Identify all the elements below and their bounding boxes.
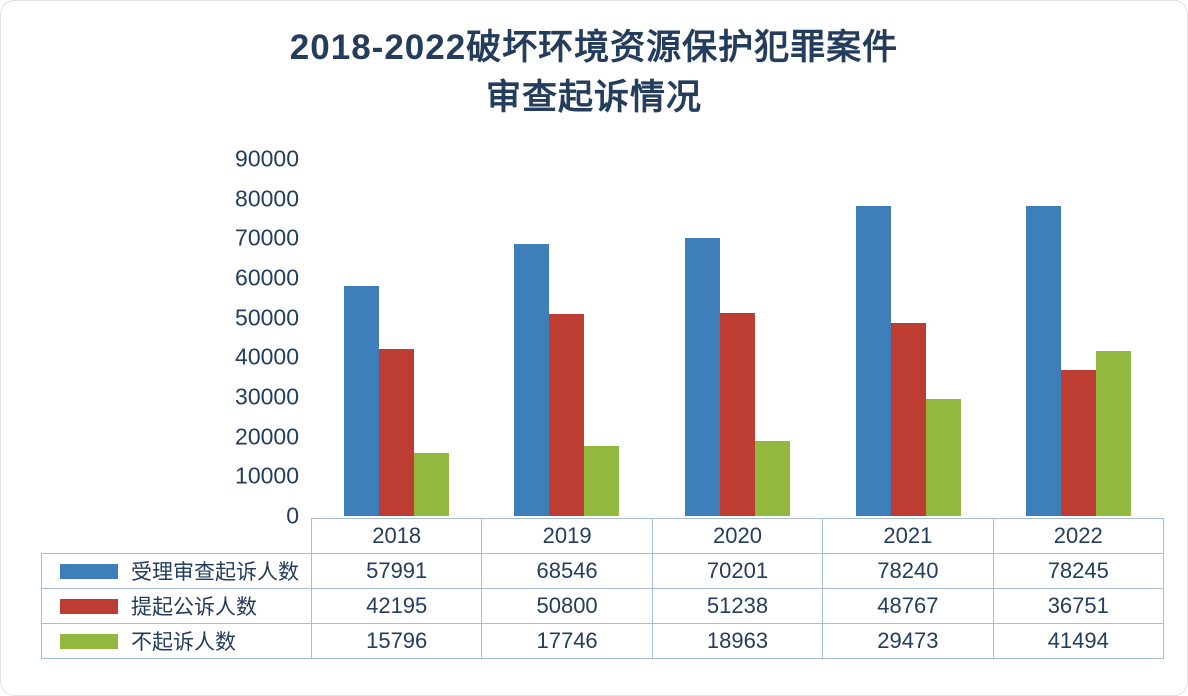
- value-cell: 42195: [310, 588, 483, 624]
- bar-series1-2022: [1026, 206, 1062, 516]
- category-cell: 2019: [481, 518, 653, 554]
- value-cell: 15796: [310, 623, 483, 659]
- legend-swatch-icon: [60, 563, 118, 579]
- value-cell: 29473: [822, 623, 994, 659]
- value-cell: 36751: [992, 588, 1165, 624]
- y-axis-label: 30000: [235, 383, 299, 410]
- bar-series1-2021: [855, 206, 891, 516]
- value-cell: 78240: [822, 553, 994, 589]
- y-axis-label: 90000: [235, 145, 299, 172]
- value-cell: 68546: [481, 553, 653, 589]
- y-axis: 0 10000 20000 30000 40000 50000 60000 70000 8000…: [1, 146, 299, 529]
- y-axis-label: 20000: [235, 423, 299, 450]
- legend-cell: 受理审查起诉人数: [41, 553, 312, 589]
- value-cell: 48767: [822, 588, 994, 624]
- chart-title-line2: 审查起诉情况: [485, 78, 702, 117]
- bar-series3-2019: [584, 446, 620, 516]
- value-cell: 51238: [651, 588, 824, 624]
- category-cell: 2021: [822, 518, 994, 554]
- bar-series2-2022: [1061, 370, 1097, 516]
- bar-series3-2018: [413, 453, 449, 516]
- value-cell: 18963: [651, 623, 824, 659]
- bar-series2-2021: [890, 323, 926, 516]
- data-table: 2018 2019 2020 2021 2022 受理审查起诉人数 57991 68546 70…: [41, 518, 1165, 659]
- bar-series3-2021: [925, 399, 961, 516]
- table-row-series1: 受理审查起诉人数 57991 68546 70201 78240 78245: [41, 553, 1165, 589]
- bar-series1-2020: [685, 238, 720, 516]
- legend-cell: 提起公诉人数: [41, 588, 312, 624]
- chart-title-line1: 2018-2022破坏环境资源保护犯罪案件: [289, 28, 899, 67]
- table-row-series2: 提起公诉人数 42195 50800 51238 48767 36751: [41, 588, 1165, 624]
- legend-swatch-icon: [60, 633, 118, 649]
- bar-series3-2020: [755, 441, 790, 516]
- bar-series1-2018: [343, 286, 379, 516]
- value-cell: 57991: [310, 553, 483, 589]
- legend-swatch-icon: [60, 598, 118, 614]
- value-cell: 70201: [651, 553, 824, 589]
- legend-label: 提起公诉人数: [131, 596, 257, 619]
- legend-label: 不起诉人数: [131, 631, 236, 654]
- y-axis-label: 80000: [235, 185, 299, 212]
- value-cell: 78245: [992, 553, 1165, 589]
- chart-title: 2018-2022破坏环境资源保护犯罪案件 审查起诉情况: [1, 23, 1187, 123]
- bar-series2-2018: [378, 349, 414, 516]
- value-cell: 17746: [481, 623, 653, 659]
- table-corner-cell: [42, 519, 312, 554]
- category-cell: 2020: [651, 518, 824, 554]
- y-axis-label: 70000: [235, 224, 299, 251]
- legend-entry: 不起诉人数: [42, 626, 311, 656]
- bar-series2-2019: [549, 314, 585, 516]
- table-row-series3: 不起诉人数 15796 17746 18963 29473 41494: [41, 623, 1165, 659]
- plot-area: [311, 159, 1164, 516]
- table-row-years: 2018 2019 2020 2021 2022: [42, 518, 1165, 554]
- y-axis-label: 40000: [235, 343, 299, 370]
- category-cell: 2022: [992, 518, 1165, 554]
- legend-cell: 不起诉人数: [41, 623, 312, 659]
- bar-series2-2020: [720, 313, 755, 516]
- y-axis-label: 60000: [235, 264, 299, 291]
- bar-series1-2019: [514, 244, 550, 516]
- legend-label: 受理审查起诉人数: [131, 561, 299, 584]
- value-cell: 41494: [992, 623, 1165, 659]
- bar-series3-2022: [1096, 351, 1132, 516]
- y-axis-label: 50000: [235, 304, 299, 331]
- value-cell: 50800: [481, 588, 653, 624]
- category-cell: 2018: [310, 518, 483, 554]
- y-axis-label: 10000: [235, 462, 299, 489]
- y-axis-label: 0: [286, 502, 299, 529]
- legend-entry: 受理审查起诉人数: [42, 556, 311, 586]
- legend-entry: 提起公诉人数: [42, 591, 311, 621]
